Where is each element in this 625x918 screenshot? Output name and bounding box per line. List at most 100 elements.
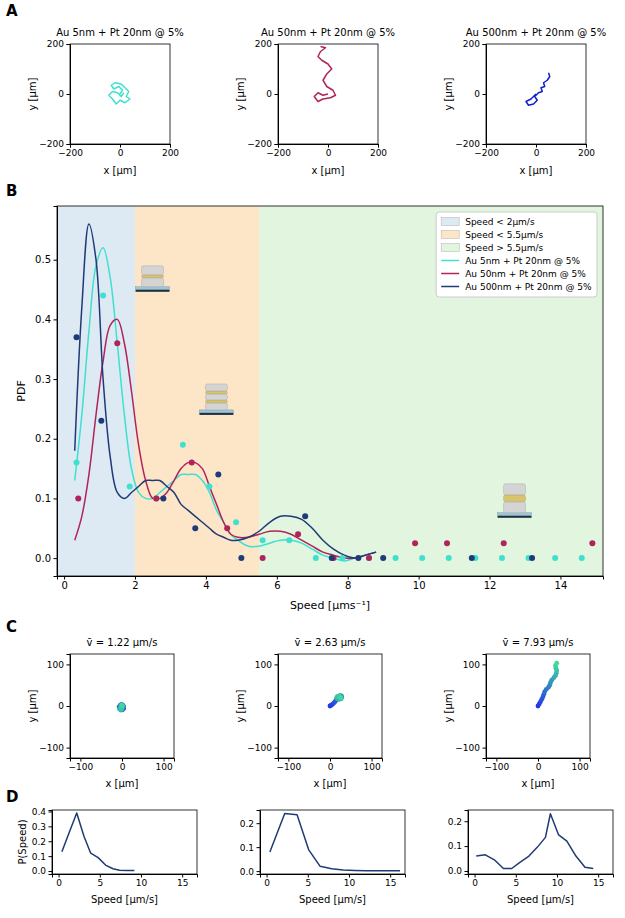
- y-tick-mark: [275, 706, 279, 707]
- y-axis: −2000200: [247, 39, 278, 149]
- y-tick-label: −200: [39, 139, 64, 149]
- y-tick: 0.1: [240, 843, 260, 853]
- x-axis: −1000100: [69, 758, 175, 772]
- device-icon: [498, 484, 532, 518]
- x-tick-mark: [328, 144, 329, 148]
- series-point: [338, 696, 343, 701]
- series-line: [270, 814, 400, 871]
- y-axis-line: [483, 45, 487, 145]
- y-tick-label: −100: [39, 743, 64, 753]
- panel: −2000200−2000200Au 500nm + Pt 20nm @ 5%x…: [443, 27, 606, 176]
- x-tick-label: 6: [274, 580, 280, 591]
- x-tick: 15: [177, 874, 188, 888]
- y-tick: 200: [463, 39, 486, 49]
- series-point: [501, 540, 507, 546]
- x-tick: 200: [162, 144, 179, 158]
- x-tick-label: 10: [552, 878, 564, 888]
- y-axis-title: y [μm]: [235, 77, 246, 110]
- plot-frame: [57, 206, 603, 576]
- y-tick-label: 100: [463, 660, 480, 670]
- panel-title: v̄ = 7.93 μm/s: [503, 637, 574, 648]
- x-tick-mark: [538, 758, 539, 762]
- y-tick-mark: [257, 823, 261, 824]
- y-tick: −100: [39, 743, 70, 753]
- plot-frame: [260, 810, 405, 874]
- plot-frame: [486, 44, 586, 144]
- series-point: [119, 703, 124, 708]
- x-tick-label: 200: [370, 148, 387, 158]
- x-tick-mark: [330, 758, 331, 762]
- series-point: [529, 555, 535, 561]
- x-tick-label: −200: [474, 148, 499, 158]
- y-tick-label: 0.0: [240, 867, 255, 877]
- y-tick-label: 0.3: [35, 374, 51, 385]
- plot-frame: [278, 44, 378, 144]
- x-tick: 14: [555, 576, 568, 591]
- series-point: [260, 555, 266, 561]
- x-tick-mark: [390, 874, 391, 878]
- x-tick-mark: [557, 874, 558, 878]
- x-axis: 0 5 10 15: [469, 874, 614, 888]
- x-tick-label: 0: [56, 878, 62, 888]
- x-tick-mark: [288, 758, 289, 762]
- y-tick-label: 0: [266, 701, 272, 711]
- x-tick: 100: [364, 758, 381, 772]
- x-tick-mark: [100, 874, 101, 878]
- x-tick-mark: [475, 874, 476, 878]
- x-axis-title: x [μm]: [105, 778, 138, 789]
- x-tick-label: 14: [555, 580, 568, 591]
- x-axis: −1000100: [485, 758, 591, 772]
- x-tick: −100: [277, 758, 302, 772]
- x-axis-title: x [μm]: [313, 778, 346, 789]
- x-tick: 0: [534, 144, 540, 158]
- x-tick: 5: [513, 874, 519, 888]
- y-axis-line: [49, 811, 53, 875]
- x-tick-label: 15: [593, 878, 604, 888]
- series-point: [286, 537, 292, 543]
- x-tick-label: 0: [264, 878, 270, 888]
- y-axis-title: P(Speed): [17, 819, 28, 864]
- y-tick: 0.0: [32, 866, 52, 876]
- y-tick-mark: [483, 44, 487, 45]
- y-tick-label: −100: [247, 743, 272, 753]
- y-tick: −100: [247, 743, 278, 753]
- x-tick-label: 100: [364, 762, 381, 772]
- plot-frame: [70, 654, 174, 758]
- x-axis: −2000200: [266, 144, 387, 158]
- x-axis-title: x [μm]: [311, 165, 344, 176]
- plot-frame: [52, 810, 197, 874]
- x-tick: 100: [156, 758, 173, 772]
- x-axis-title: x [μm]: [103, 165, 136, 176]
- y-tick: 0: [266, 701, 278, 711]
- y-tick-mark: [67, 44, 71, 45]
- y-axis: −1000100: [455, 655, 486, 759]
- y-tick-label: 0.4: [32, 807, 47, 817]
- panel-title: Au 50nm + Pt 20nm @ 5%: [261, 27, 395, 38]
- series-point: [366, 555, 372, 561]
- series-point: [233, 519, 239, 525]
- y-tick-mark: [257, 847, 261, 848]
- x-tick-label: 0: [472, 878, 478, 888]
- series-line: [476, 814, 593, 869]
- x-axis: 051015: [261, 874, 406, 888]
- speed-band: [259, 206, 603, 576]
- y-tick-mark: [465, 871, 469, 872]
- series-point: [355, 555, 361, 561]
- x-tick-mark: [277, 576, 278, 580]
- y-tick-mark: [54, 319, 58, 320]
- x-axis-title: x [μm]: [521, 778, 554, 789]
- series-point: [215, 472, 221, 478]
- series-point: [260, 537, 266, 543]
- figure: −2000200−2000200Au 5nm + Pt 20nm @ 5%x […: [0, 0, 625, 918]
- y-tick-mark: [483, 94, 487, 95]
- panel-letter: B: [6, 182, 17, 200]
- series-point: [74, 460, 80, 466]
- x-tick-label: −100: [69, 762, 94, 772]
- series-point: [119, 702, 124, 707]
- y-tick-mark: [54, 498, 58, 499]
- x-tick-label: −100: [277, 762, 302, 772]
- y-axis-line: [257, 811, 261, 875]
- panel-title: Au 5nm + Pt 20nm @ 5%: [56, 27, 184, 38]
- legend-swatch: [441, 244, 459, 252]
- panel-letter: C: [6, 618, 17, 636]
